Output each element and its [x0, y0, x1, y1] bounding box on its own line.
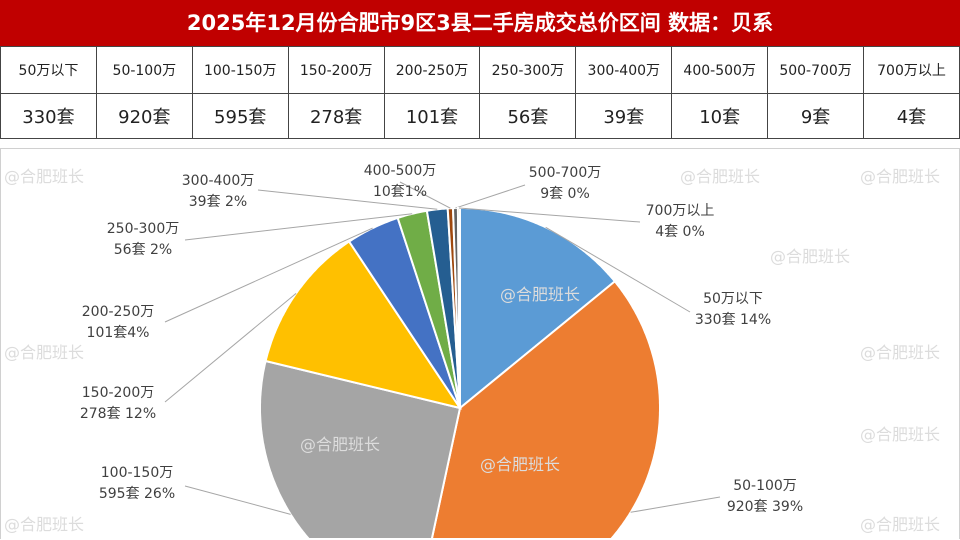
leader-line: [184, 485, 291, 515]
table-value-cell: 39套: [575, 93, 673, 139]
pie-slice: [396, 209, 461, 409]
data-label-value: 4套 0%: [655, 224, 705, 240]
table-value-cell: 595套: [191, 93, 289, 139]
watermark-text: @合肥班长: [480, 455, 560, 474]
data-label-value: 10套1%: [373, 184, 427, 200]
watermark-text: @合肥班长: [4, 343, 84, 362]
leader-line: [458, 207, 641, 223]
watermark-text: @合肥班长: [4, 167, 84, 186]
pie-slice: [425, 207, 461, 409]
table-value-cell: 920套: [95, 93, 193, 139]
data-label-value: 101套4%: [87, 325, 150, 341]
table-value-row: 330套 920套 595套 278套 101套 56套 39套 10套 9套 4套: [0, 93, 960, 139]
table-header-cell: 700万以上: [863, 46, 960, 94]
data-label-value: 39套 2%: [189, 194, 247, 210]
leader-line: [184, 213, 413, 241]
data-label-category: 400-500万: [364, 163, 437, 179]
data-label-value: 9套 0%: [540, 186, 590, 202]
pie-slice: [430, 280, 661, 540]
watermark-text: @合肥班长: [770, 247, 850, 266]
table-header-cell: 300-400万: [575, 46, 673, 94]
data-label-category: 50-100万: [733, 478, 797, 494]
data-label-category: 50万以下: [703, 291, 763, 307]
watermark-text: @合肥班长: [300, 435, 380, 454]
data-label-category: 300-400万: [182, 173, 255, 189]
pie-slice: [259, 359, 462, 540]
table-value-cell: 278套: [287, 93, 385, 139]
data-label-value: 278套 12%: [80, 406, 156, 422]
table-value-cell: 10套: [671, 93, 769, 139]
chart-title: 2025年12月份合肥市9区3县二手房成交总价区间 数据：贝系: [0, 0, 960, 46]
watermark-text: @合肥班长: [500, 285, 580, 304]
table-header-cell: 100-150万: [191, 46, 289, 94]
leader-line: [545, 226, 691, 313]
data-label-category: 500-700万: [529, 165, 602, 181]
data-label-category: 100-150万: [101, 465, 174, 481]
data-label-value: 56套 2%: [114, 242, 172, 258]
watermark-text: @合肥班长: [4, 515, 84, 534]
table-value-cell: 9套: [767, 93, 865, 139]
table-value-cell: 4套: [863, 93, 960, 139]
table-header-cell: 500-700万: [767, 46, 865, 94]
table-value-cell: 101套: [383, 93, 481, 139]
leader-line: [257, 189, 438, 210]
watermark-text: @合肥班长: [680, 167, 760, 186]
data-label-value: 330套 14%: [695, 312, 771, 328]
table-header-cell: 50万以下: [0, 46, 97, 94]
price-range-table: 50万以下 50-100万 100-150万 150-200万 200-250万 250-…: [0, 46, 960, 139]
pie-slice: [456, 207, 461, 409]
watermark-text: @合肥班长: [860, 515, 940, 534]
data-label-value: 595套 26%: [99, 486, 175, 502]
watermark-text: @合肥班长: [860, 167, 940, 186]
table-header-cell: 250-300万: [479, 46, 577, 94]
data-label-value: 920套 39%: [727, 499, 803, 515]
leader-line: [164, 227, 373, 323]
data-label-category: 200-250万: [82, 304, 155, 320]
watermark-text: @合肥班长: [860, 343, 940, 362]
leader-line: [164, 292, 297, 403]
table-header-cell: 400-500万: [671, 46, 769, 94]
table-value-cell: 56套: [479, 93, 577, 139]
leader-line: [399, 181, 451, 209]
data-label-category: 150-200万: [82, 385, 155, 401]
data-label-category: 250-300万: [107, 221, 180, 237]
data-label-category: 700万以上: [646, 203, 715, 219]
leader-line: [455, 184, 526, 209]
watermark-text: @合肥班长: [860, 425, 940, 444]
leader-line: [630, 496, 721, 513]
table-header-row: 50万以下 50-100万 100-150万 150-200万 200-250万 250-…: [0, 46, 960, 94]
table-value-cell: 330套: [0, 93, 97, 139]
